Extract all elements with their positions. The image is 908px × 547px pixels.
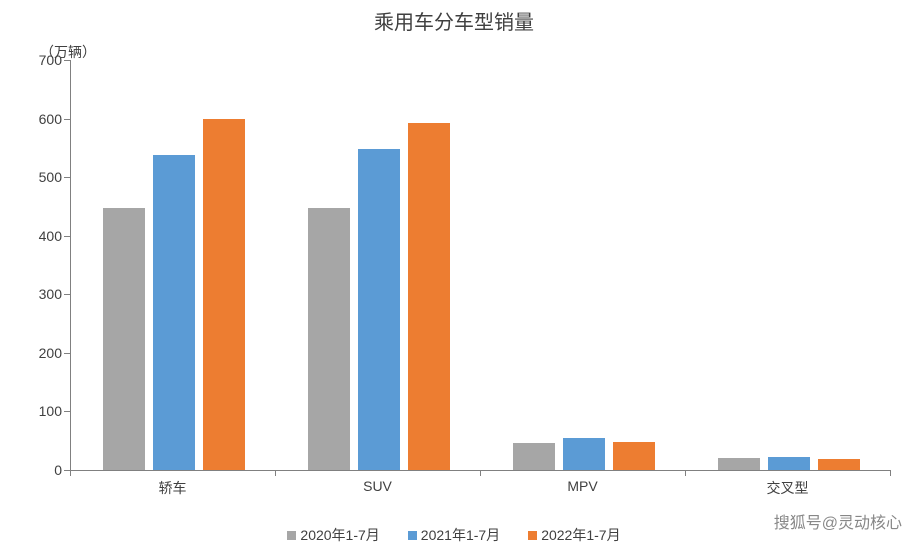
x-tick-mark — [685, 470, 686, 476]
bar — [358, 149, 400, 470]
x-tick-mark — [890, 470, 891, 476]
y-tick-label: 0 — [12, 462, 62, 478]
bar — [718, 458, 760, 470]
y-tick-label: 600 — [12, 111, 62, 127]
chart-container: 乘用车分车型销量 （万辆） 0100200300400500600700 轿车S… — [0, 0, 908, 547]
watermark-text: 搜狐号@灵动核心 — [774, 509, 902, 533]
bar — [103, 208, 145, 470]
bar — [203, 119, 245, 470]
bar — [153, 155, 195, 470]
y-tick-label: 500 — [12, 169, 62, 185]
legend-label: 2021年1-7月 — [421, 527, 500, 543]
y-tick-label: 100 — [12, 403, 62, 419]
legend: 2020年1-7月 2021年1-7月 2022年1-7月 — [0, 525, 908, 545]
legend-item: 2020年1-7月 — [287, 525, 379, 545]
y-tick-label: 300 — [12, 286, 62, 302]
x-tick-label: 轿车 — [159, 478, 187, 498]
x-tick-label: MPV — [567, 478, 597, 494]
legend-label: 2020年1-7月 — [300, 527, 379, 543]
bar — [513, 443, 555, 470]
bar — [768, 457, 810, 470]
legend-swatch — [528, 531, 537, 540]
legend-item: 2022年1-7月 — [528, 525, 620, 545]
y-tick-label: 700 — [12, 52, 62, 68]
legend-label: 2022年1-7月 — [541, 527, 620, 543]
x-tick-label: 交叉型 — [767, 478, 809, 498]
y-tick-label: 200 — [12, 345, 62, 361]
x-tick-mark — [275, 470, 276, 476]
bar — [408, 123, 450, 470]
bar — [613, 442, 655, 470]
bar — [563, 438, 605, 470]
x-tick-label: SUV — [363, 478, 392, 494]
chart-title: 乘用车分车型销量 — [0, 6, 908, 35]
legend-swatch — [287, 531, 296, 540]
x-tick-mark — [70, 470, 71, 476]
bar — [818, 459, 860, 470]
legend-swatch — [408, 531, 417, 540]
bar — [308, 208, 350, 470]
legend-item: 2021年1-7月 — [408, 525, 500, 545]
x-tick-mark — [480, 470, 481, 476]
y-tick-label: 400 — [12, 228, 62, 244]
plot-area — [70, 60, 891, 471]
